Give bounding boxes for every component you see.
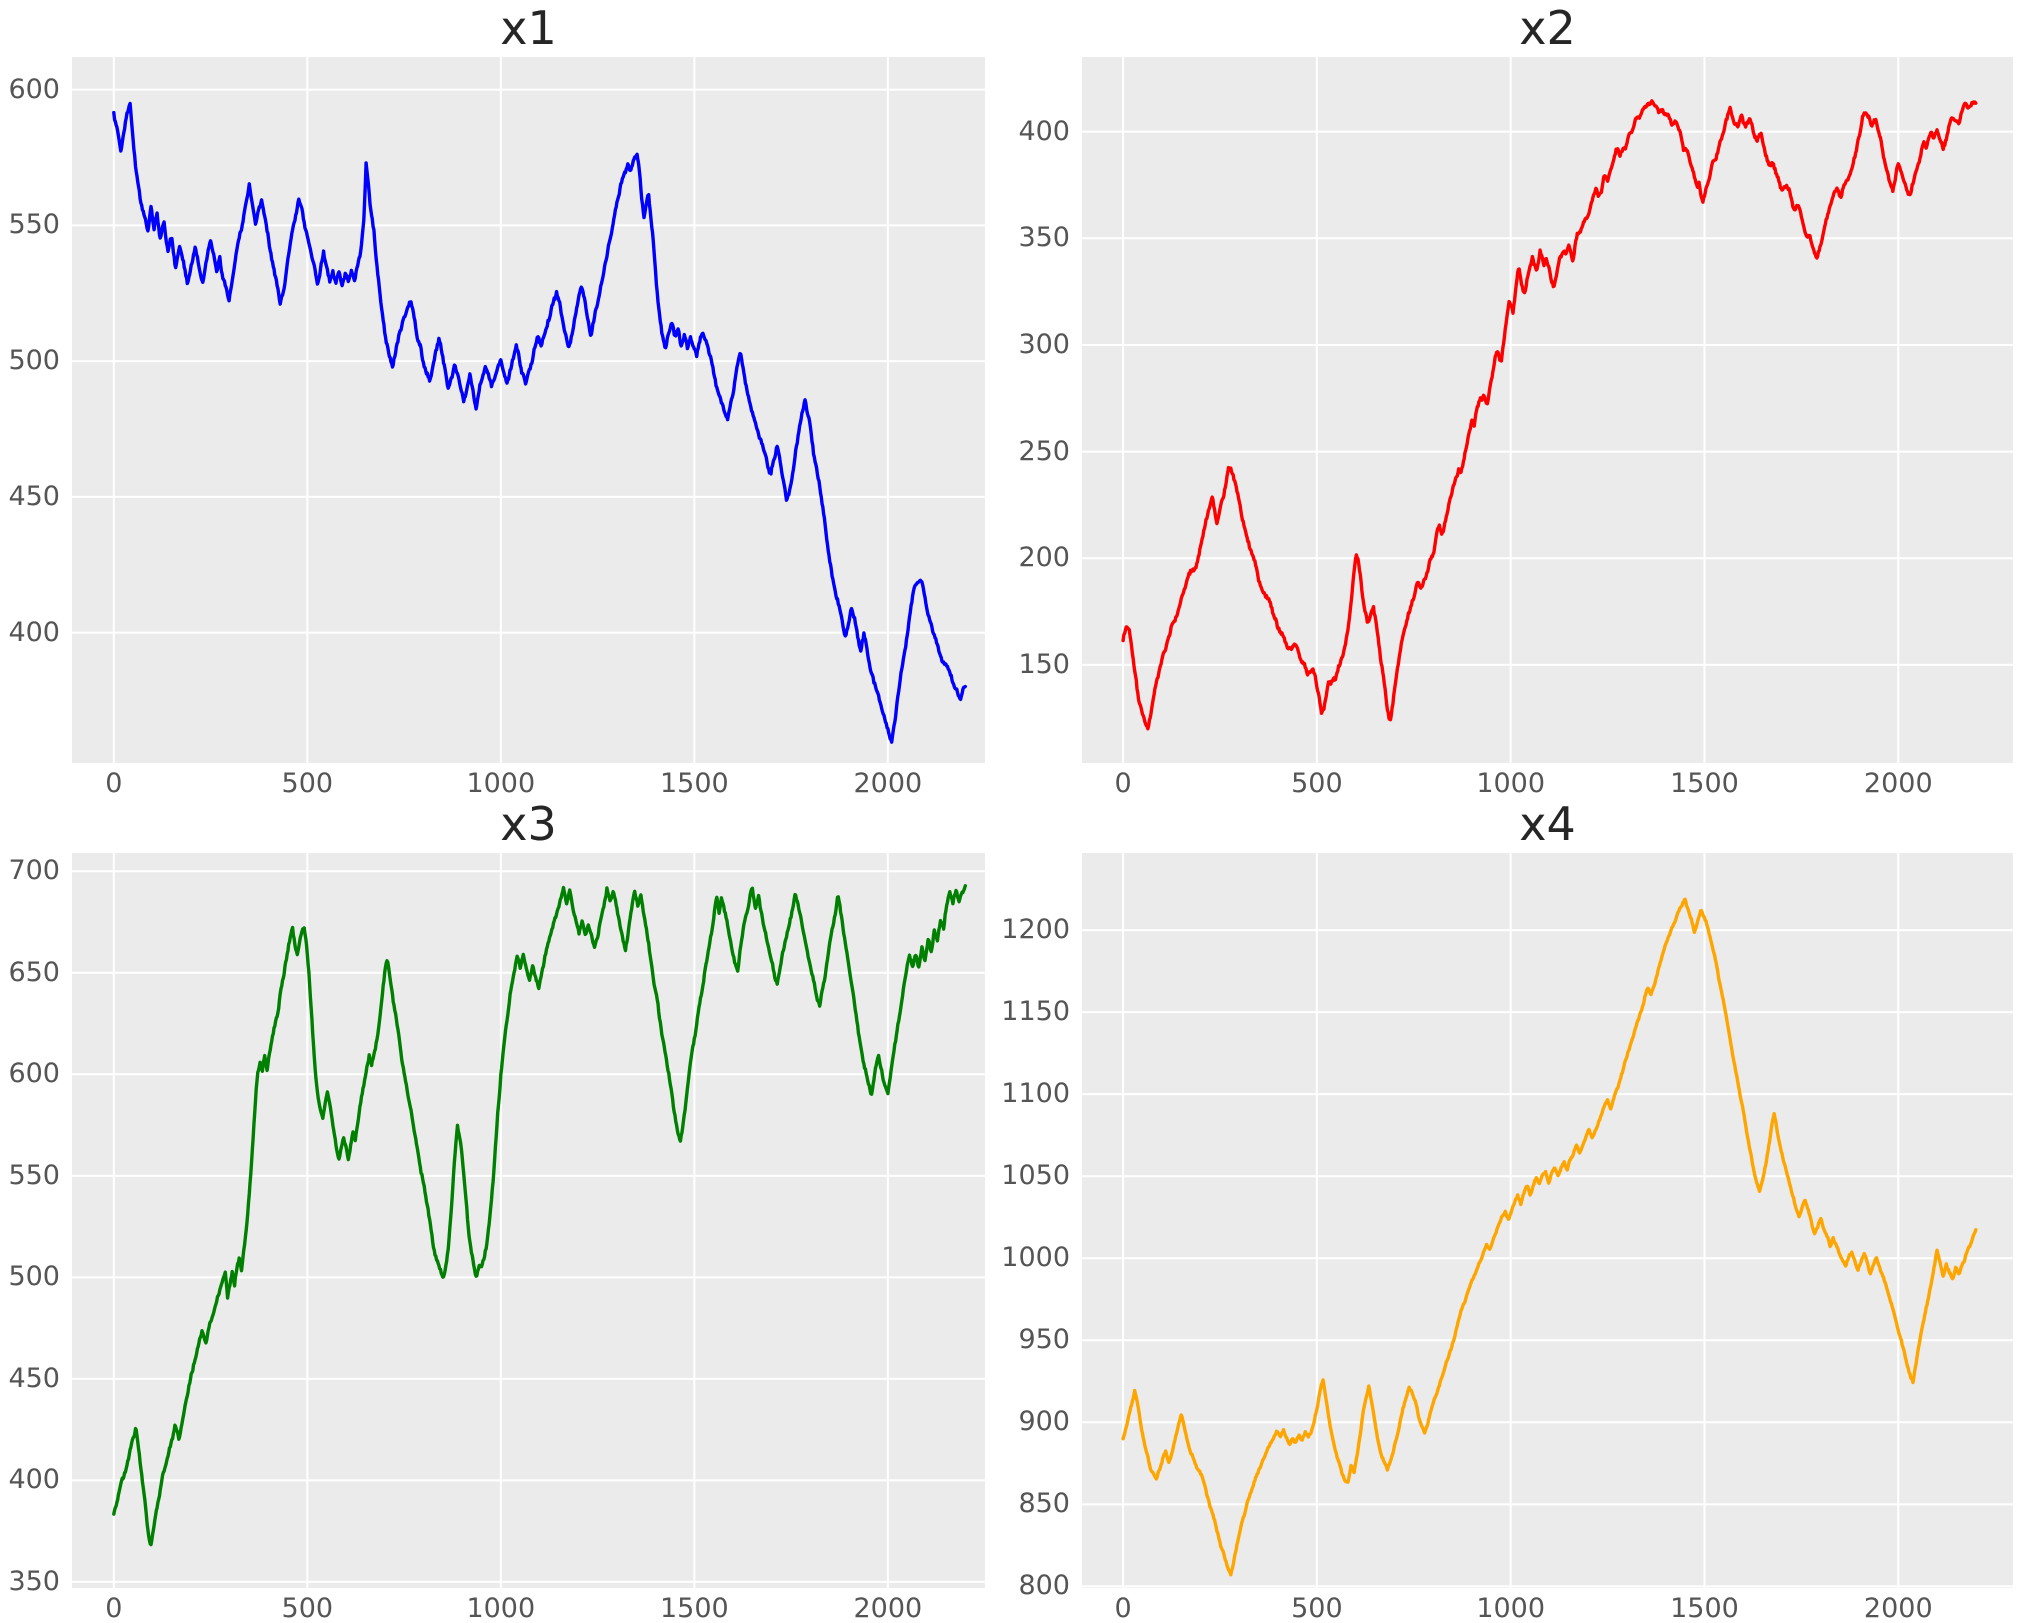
x1-x-tick-label: 0	[105, 768, 123, 799]
x3-y-tick-label: 400	[8, 1464, 60, 1496]
x4-x-tick-label: 0	[1114, 1593, 1132, 1623]
x3-plot-svg	[72, 853, 985, 1588]
x4-y-tick-label: 1000	[1001, 1242, 1070, 1274]
x1-x-tick-label: 500	[281, 768, 334, 799]
x1-y-tick-label: 550	[8, 209, 60, 241]
chart-x2-title: x2	[1519, 1, 1576, 55]
chart-x3-title: x3	[500, 797, 557, 851]
x4-x-tick-label: 2000	[1863, 1593, 1933, 1623]
x3-y-tick-label: 550	[8, 1159, 60, 1191]
x3-y-tick-label: 500	[8, 1261, 60, 1293]
chart-x1-title: x1	[500, 1, 557, 55]
x1-x-tick-label: 1000	[466, 768, 536, 799]
x4-plot-svg	[1082, 853, 2013, 1588]
x3-y-tick-label: 350	[8, 1565, 60, 1597]
x1-y-tick-label: 400	[8, 616, 60, 648]
x2-plot-svg	[1082, 57, 2013, 763]
x4-x-tick-label: 1000	[1476, 1593, 1546, 1623]
x1-y-tick-label: 600	[8, 73, 60, 105]
x1-plot-svg	[72, 57, 985, 763]
x3-y-tick-label: 600	[8, 1058, 60, 1090]
x1-x-tick-label: 1500	[659, 768, 729, 799]
x4-y-tick-label: 1050	[1001, 1160, 1070, 1192]
x1-series-line	[112, 101, 967, 744]
x2-series-line	[1121, 99, 1978, 731]
x3-x-tick-label: 1000	[466, 1593, 536, 1623]
x1-x-tick-label: 2000	[853, 768, 923, 799]
x2-x-tick-label: 1000	[1476, 768, 1546, 799]
x4-y-tick-label: 1100	[1001, 1078, 1070, 1110]
x4-x-tick-label: 500	[1291, 1593, 1343, 1623]
x4-x-tick-label: 1500	[1670, 1593, 1739, 1623]
chart-x4-plot	[1082, 853, 2013, 1588]
x2-y-tick-label: 400	[1018, 115, 1070, 147]
x3-x-tick-label: 500	[281, 1593, 334, 1623]
x3-x-tick-label: 1500	[659, 1593, 729, 1623]
x3-x-tick-label: 2000	[853, 1593, 923, 1623]
x4-y-tick-label: 1200	[1001, 914, 1070, 946]
chart-x1-plot	[72, 57, 985, 763]
x1-y-tick-label: 500	[8, 345, 60, 377]
x3-series-line	[112, 884, 967, 1547]
x3-y-tick-label: 700	[8, 855, 60, 887]
x2-x-tick-label: 0	[1114, 768, 1132, 799]
x2-y-tick-label: 350	[1018, 222, 1070, 254]
x4-y-tick-label: 900	[1018, 1406, 1070, 1438]
x4-series-line	[1121, 897, 1978, 1577]
chart-x3-plot	[72, 853, 985, 1588]
chart-x2-plot	[1082, 57, 2013, 763]
x4-y-tick-label: 800	[1018, 1570, 1070, 1602]
x4-y-tick-label: 850	[1018, 1488, 1070, 1520]
x1-y-tick-label: 450	[8, 480, 60, 512]
x2-y-tick-label: 250	[1018, 435, 1070, 467]
x2-x-tick-label: 500	[1291, 768, 1343, 799]
x2-y-tick-label: 150	[1018, 648, 1070, 680]
x4-y-tick-label: 1150	[1001, 996, 1070, 1028]
x3-y-tick-label: 450	[8, 1362, 60, 1394]
x2-y-tick-label: 200	[1018, 542, 1070, 574]
x2-x-tick-label: 2000	[1863, 768, 1933, 799]
x4-y-tick-label: 950	[1018, 1324, 1070, 1356]
x3-y-tick-label: 650	[8, 956, 60, 988]
chart-x4-title: x4	[1519, 797, 1576, 851]
x2-y-tick-label: 300	[1018, 328, 1070, 360]
x3-x-tick-label: 0	[105, 1593, 123, 1623]
x2-x-tick-label: 1500	[1670, 768, 1739, 799]
